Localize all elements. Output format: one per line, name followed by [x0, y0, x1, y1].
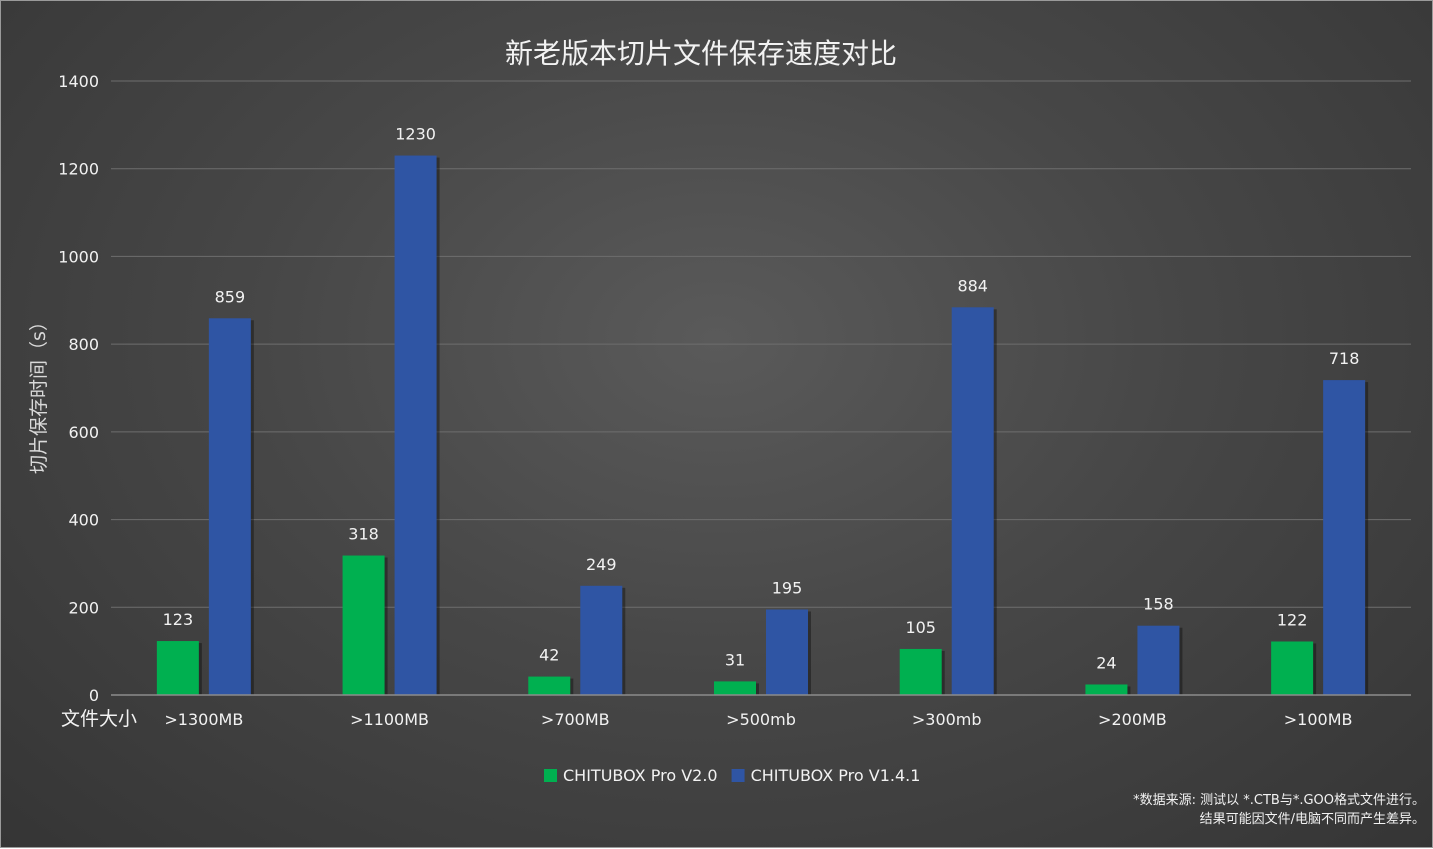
bar [156, 641, 199, 695]
bar [766, 609, 808, 695]
legend-label: CHITUBOX Pro V2.0 [563, 766, 718, 785]
y-axis-ticks: 0 200 400 600 800 1000 1200 1400 [58, 72, 99, 705]
data-label: 718 [1329, 349, 1360, 368]
legend-swatch [544, 769, 557, 782]
y-tick-label: 200 [68, 598, 99, 617]
legend: CHITUBOX Pro V2.0 CHITUBOX Pro V1.4.1 [544, 766, 920, 785]
data-label: 42 [539, 646, 559, 665]
y-tick-label: 600 [68, 423, 99, 442]
data-label: 122 [1277, 610, 1308, 629]
data-label: 859 [215, 287, 246, 306]
footnote-line-1: *数据来源: 测试以 *.CTB与*.GOO格式文件进行。 [1133, 792, 1425, 808]
bar [580, 585, 623, 695]
x-category-label: >1100MB [350, 710, 429, 729]
bar [1323, 380, 1366, 695]
legend-label: CHITUBOX Pro V1.4.1 [751, 766, 921, 785]
x-axis-label: 文件大小 [61, 708, 137, 730]
bar [208, 318, 251, 695]
legend-swatch [731, 769, 745, 782]
data-label: 318 [348, 525, 379, 544]
bar [394, 155, 437, 696]
bar [899, 648, 942, 695]
bars [156, 155, 1369, 696]
x-category-label: >200MB [1098, 710, 1167, 729]
y-tick-label: 1400 [58, 72, 99, 91]
bar [714, 681, 756, 695]
data-label: 1230 [395, 125, 436, 144]
bar [1085, 684, 1128, 695]
chart-title: 新老版本切片文件保存速度对比 [505, 37, 897, 70]
footnote-line-2: 结果可能因文件/电脑不同而产生差异。 [1200, 812, 1425, 827]
data-label: 249 [586, 555, 617, 574]
y-tick-label: 0 [89, 686, 99, 705]
data-label: 158 [1143, 595, 1174, 614]
y-tick-label: 800 [68, 335, 99, 354]
data-label: 123 [163, 610, 194, 629]
x-category-label: >1300MB [164, 710, 243, 729]
bar [1137, 625, 1180, 695]
bar [528, 676, 571, 695]
x-category-label: >100MB [1284, 710, 1353, 729]
data-labels: 123 859 318 1230 42 249 31 195 105 884 24 158 122 718 [163, 125, 1360, 673]
x-category-label: >700MB [541, 710, 610, 729]
x-category-label: >300mb [912, 710, 982, 729]
bar [951, 307, 994, 695]
data-label: 195 [772, 578, 803, 597]
x-category-label: >500mb [726, 710, 796, 729]
bar [1271, 641, 1314, 695]
bar [342, 555, 385, 695]
data-label: 884 [957, 276, 988, 295]
y-tick-label: 400 [68, 511, 99, 530]
y-tick-label: 1000 [58, 247, 99, 266]
data-label: 31 [725, 650, 745, 669]
y-tick-label: 1200 [58, 160, 99, 179]
data-label: 24 [1096, 653, 1116, 672]
y-axis-label: 切片保存时间（s） [28, 312, 50, 474]
data-label: 105 [905, 618, 936, 637]
x-axis-categories: >1300MB >1100MB >700MB >500mb >300mb >200MB >1… [164, 710, 1352, 729]
gridlines [111, 80, 1411, 608]
